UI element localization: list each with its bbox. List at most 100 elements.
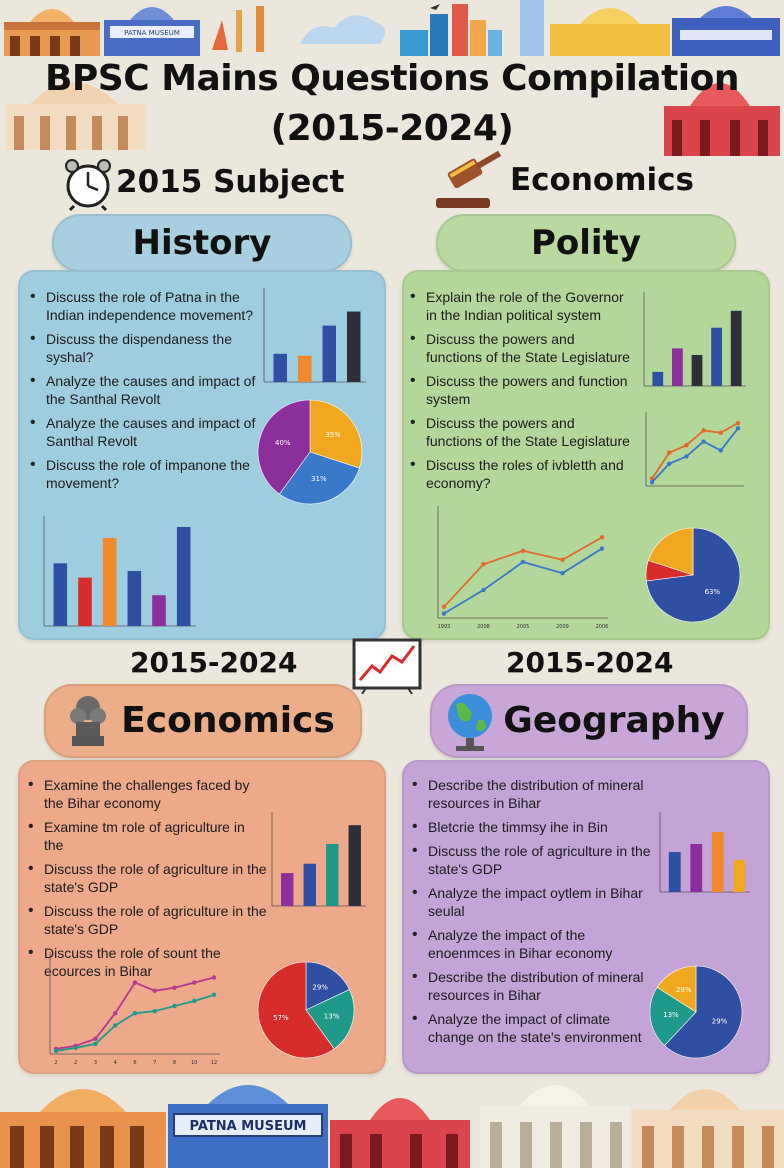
bar bbox=[652, 371, 664, 386]
list-item: Describe the distribution of mineral res… bbox=[412, 968, 652, 1004]
year-label-right: 2015-2024 bbox=[506, 646, 674, 679]
year-label-left: 2015-2024 bbox=[130, 646, 298, 679]
bar bbox=[672, 348, 683, 386]
slice-label: 35% bbox=[325, 431, 341, 439]
bar bbox=[322, 325, 336, 382]
bar bbox=[326, 843, 339, 906]
list-item: Discuss the role of sount the ecources i… bbox=[28, 944, 268, 980]
bottom-museum-sign: PATNA MUSEUM bbox=[190, 1119, 307, 1134]
economics-label: Economics bbox=[121, 700, 335, 741]
history-bar-chart-small bbox=[263, 288, 366, 383]
list-item: Discuss the role of Patna in the Indian … bbox=[30, 288, 266, 324]
bar bbox=[347, 311, 361, 382]
data-point bbox=[718, 448, 723, 453]
bar bbox=[298, 355, 312, 382]
economics-question-list: Examine the challenges faced by the Biha… bbox=[28, 776, 268, 986]
list-item: Describe the distribution of mineral res… bbox=[412, 776, 652, 812]
pie-slice bbox=[305, 989, 355, 1050]
bottom-skyline-illustration: PATNA MUSEUM bbox=[0, 1085, 784, 1168]
data-point bbox=[211, 992, 217, 998]
slice-label: 29% bbox=[712, 1017, 728, 1025]
top-museum-sign: PATNA MUSEUM bbox=[124, 29, 180, 37]
bar bbox=[711, 832, 724, 892]
list-item: Discuss the role of agriculture in the s… bbox=[412, 842, 652, 878]
data-point bbox=[211, 975, 217, 980]
list-item: Bletcrie the timmsy ihe in Bin bbox=[412, 818, 652, 836]
top-museum-illustration: PATNA MUSEUM bbox=[104, 7, 200, 56]
pie-slice bbox=[649, 986, 697, 1046]
tick-label: 1993 bbox=[438, 624, 451, 630]
tick-label: 10 bbox=[191, 1060, 197, 1066]
slice-label: 57% bbox=[273, 1014, 289, 1022]
data-point bbox=[735, 420, 741, 426]
data-point bbox=[649, 480, 655, 485]
list-item: Discuss the role of impanone the movemen… bbox=[30, 456, 266, 492]
slice-label: 40% bbox=[275, 439, 291, 447]
growth-chart-icon bbox=[352, 638, 422, 694]
bar bbox=[102, 538, 117, 626]
left-mahal-illustration bbox=[6, 82, 146, 150]
slice-label: 63% bbox=[705, 588, 721, 596]
pie-slice bbox=[305, 961, 350, 1011]
series-line bbox=[651, 422, 739, 480]
history-pie-chart: 35% 31% 40% bbox=[257, 399, 363, 505]
economics-line-chart: 2 2 3 4 6 7 8 10 12 bbox=[49, 952, 220, 1066]
globe-icon bbox=[448, 694, 492, 751]
polity-line-chart-small bbox=[645, 412, 744, 487]
left-heading: 2015 Subject bbox=[116, 164, 345, 200]
bar bbox=[152, 595, 166, 626]
history-question-list: Discuss the role of Patna in the Indian … bbox=[30, 288, 266, 498]
bottom-right-palace bbox=[632, 1089, 784, 1168]
data-point bbox=[701, 439, 706, 444]
tick-label: 2008 bbox=[477, 624, 490, 630]
tick-label: 4 bbox=[114, 1060, 117, 1066]
list-item: Analyze the causes and impact of the San… bbox=[30, 372, 266, 408]
polity-label: Polity bbox=[530, 223, 641, 263]
tick-label: 2 bbox=[74, 1060, 77, 1066]
pie-slice bbox=[664, 965, 743, 1059]
gavel-icon bbox=[436, 150, 502, 208]
right-heading: Economics bbox=[510, 162, 694, 198]
data-point bbox=[172, 1003, 177, 1009]
page-title-years: (2015-2024) bbox=[270, 108, 514, 149]
pie-slice bbox=[279, 451, 360, 505]
bar bbox=[127, 571, 142, 626]
polity-question-list: Explain the role of the Governor in the … bbox=[410, 288, 634, 498]
data-point bbox=[520, 548, 526, 553]
polity-line-chart-large: 1993 2008 2005 2009 2006 bbox=[437, 506, 608, 630]
bar bbox=[53, 563, 68, 626]
list-item: Discuss the roles of ivbletth and econom… bbox=[410, 456, 634, 492]
data-point bbox=[560, 571, 565, 576]
right-red-temple-illustration bbox=[664, 83, 780, 156]
data-point bbox=[93, 1036, 98, 1041]
top-right-domes bbox=[550, 6, 780, 56]
list-item: Examine tm role of agriculture in the bbox=[28, 818, 268, 854]
data-point bbox=[667, 450, 672, 455]
bottom-museum: PATNA MUSEUM bbox=[168, 1085, 328, 1168]
geography-label: Geography bbox=[503, 700, 725, 741]
top-skyline-illustration: PATNA MUSEUM bbox=[4, 0, 780, 156]
list-item: Discuss the role of agriculture in the s… bbox=[28, 902, 268, 938]
data-point bbox=[93, 1041, 98, 1046]
list-item: Discuss the powers and functions of the … bbox=[410, 330, 634, 366]
data-point bbox=[113, 1011, 118, 1016]
tick-label: 7 bbox=[153, 1060, 156, 1066]
list-item: Analyze the impact of the enoenmces in B… bbox=[412, 926, 652, 962]
polity-bar-chart bbox=[643, 292, 746, 387]
data-point bbox=[132, 1011, 138, 1016]
pie-slice bbox=[257, 961, 335, 1059]
bar bbox=[668, 852, 681, 892]
bar bbox=[303, 863, 316, 906]
polity-pill: Polity bbox=[436, 214, 736, 272]
tick-label: 2005 bbox=[517, 624, 530, 630]
history-pill: History bbox=[52, 214, 352, 272]
geography-question-list: Describe the distribution of mineral res… bbox=[412, 776, 652, 1052]
slice-label: 29% bbox=[312, 984, 328, 992]
series-line bbox=[55, 993, 215, 1052]
slice-label: 31% bbox=[311, 475, 327, 483]
tick-label: 2009 bbox=[556, 624, 569, 630]
data-point bbox=[560, 557, 565, 562]
data-point bbox=[735, 426, 741, 431]
data-point bbox=[481, 562, 486, 567]
bar bbox=[691, 354, 703, 386]
